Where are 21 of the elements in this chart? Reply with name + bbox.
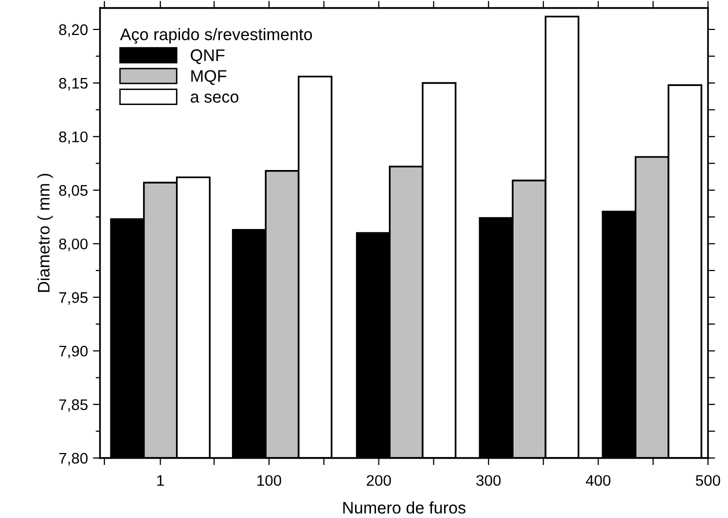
x-tick-label: 500	[696, 475, 720, 486]
x-tick-label: 200	[366, 475, 391, 486]
y-tick-label: 8,00	[59, 238, 88, 252]
legend-label: a seco	[190, 94, 238, 103]
y-tick-label: 8,20	[59, 24, 88, 37]
y-tick-label: 8,15	[59, 78, 88, 90]
y-tick-label: 7,95	[59, 292, 88, 305]
y-axis-title: Diametro ( mm )	[37, 174, 53, 292]
y-tick-label: 8,10	[59, 131, 88, 144]
y-tick-label: 7,80	[59, 452, 88, 466]
legend-label: MQF	[191, 70, 226, 85]
x-tick-label: 300	[476, 475, 501, 486]
x-axis-title: Numero de furos	[343, 501, 466, 514]
legend-label: QNF	[190, 49, 225, 64]
legend-title: Aço rapido s/revestimento	[120, 28, 312, 44]
x-tick-label: 400	[586, 475, 610, 486]
x-tick-label: 1	[157, 475, 164, 486]
y-tick-label: 7,85	[59, 399, 88, 412]
y-tick-label: 8,05	[59, 185, 88, 198]
y-tick-label: 7,90	[59, 346, 88, 358]
x-tick-label: 100	[257, 475, 282, 486]
